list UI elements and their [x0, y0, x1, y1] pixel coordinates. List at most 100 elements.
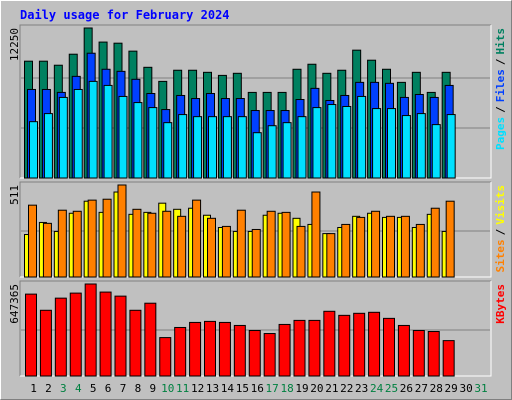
bar: [73, 88, 83, 179]
x-tick-label: 15: [236, 382, 249, 395]
legend-separator: /: [494, 58, 507, 65]
bar: [29, 121, 38, 179]
bar: [237, 116, 247, 179]
x-tick-label: 17: [266, 382, 279, 395]
bar: [357, 95, 367, 179]
bar: [296, 225, 306, 278]
x-tick-label: 3: [60, 382, 67, 395]
bar: [236, 209, 246, 278]
bar: [442, 340, 455, 377]
x-tick-label: 21: [325, 382, 338, 395]
bar: [159, 337, 172, 377]
bar: [163, 122, 173, 179]
x-tick-label: 28: [430, 382, 443, 395]
bar: [266, 210, 276, 278]
bar: [84, 283, 97, 377]
bar: [57, 209, 67, 278]
bar: [99, 291, 112, 377]
bar: [208, 116, 217, 179]
bar: [397, 324, 410, 377]
bar: [133, 102, 143, 179]
bar: [293, 319, 306, 377]
bar: [43, 113, 53, 179]
bar: [72, 210, 82, 278]
x-tick-label: 5: [90, 382, 97, 395]
bar: [28, 204, 37, 278]
bar: [54, 297, 67, 377]
bar: [338, 314, 351, 377]
legend-entry: Pages: [494, 117, 507, 150]
bar: [221, 225, 231, 278]
bar: [233, 324, 246, 377]
legend-separator: /: [494, 106, 507, 113]
bar: [311, 191, 321, 278]
bar: [416, 113, 426, 179]
panel-shadow: [19, 24, 491, 178]
bar: [353, 312, 366, 377]
bar: [326, 233, 336, 278]
x-tick-label: 20: [310, 382, 323, 395]
bar: [69, 292, 82, 377]
x-tick-label: 6: [105, 382, 112, 395]
legend-entry: Visits: [494, 185, 507, 225]
bar: [222, 116, 232, 179]
bar: [263, 333, 276, 377]
bar: [177, 215, 187, 278]
bar: [252, 132, 262, 179]
bar: [323, 310, 336, 377]
bar: [431, 124, 441, 179]
x-tick-label: 2: [45, 382, 52, 395]
bar: [193, 116, 203, 179]
bar: [282, 122, 292, 179]
bar: [162, 210, 172, 278]
panel-shadow: [19, 181, 491, 277]
bar: [207, 217, 216, 278]
x-tick-label: 12: [191, 382, 204, 395]
bar: [144, 302, 157, 377]
panel-shadow: [19, 280, 491, 376]
x-tick-label: 26: [400, 382, 413, 395]
y-tick-label: 12250: [8, 28, 21, 61]
bar: [39, 309, 52, 377]
x-tick-label: 16: [251, 382, 264, 395]
bar: [204, 320, 216, 377]
bar: [446, 114, 456, 179]
legend-entry: Hits: [494, 28, 507, 55]
bar: [308, 319, 321, 377]
bar: [248, 330, 261, 377]
bar: [132, 208, 142, 278]
x-tick-label: 14: [221, 382, 235, 395]
chart-title: Daily usage for February 2024: [20, 8, 230, 22]
x-tick-label: 7: [120, 382, 127, 395]
bar: [218, 321, 231, 377]
legend: Pages / Files / Hits: [494, 28, 507, 150]
bar: [312, 107, 322, 179]
bar: [103, 84, 113, 179]
legend-entry: Files: [494, 69, 507, 102]
bar: [178, 114, 188, 179]
bar: [88, 80, 98, 179]
bar: [412, 330, 425, 377]
bar: [278, 323, 291, 377]
bar: [117, 184, 127, 278]
bar: [387, 108, 396, 179]
bar: [400, 215, 410, 278]
x-tick-label: 8: [135, 382, 142, 395]
bar: [189, 321, 202, 377]
x-tick-label: 18: [280, 382, 293, 395]
bar: [147, 212, 157, 278]
bar: [87, 199, 97, 278]
x-tick-label: 10: [161, 382, 174, 395]
x-tick-label: 9: [150, 382, 157, 395]
bar: [102, 198, 112, 278]
x-tick-label: 23: [355, 382, 368, 395]
bar: [356, 216, 366, 278]
bar: [383, 317, 395, 377]
bar: [42, 222, 52, 278]
bar: [148, 107, 158, 179]
x-tick-label: 29: [445, 382, 458, 395]
x-tick-label: 19: [295, 382, 308, 395]
x-tick-label: 1: [30, 382, 37, 395]
